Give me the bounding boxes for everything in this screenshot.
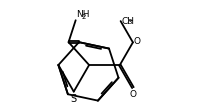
Text: S: S [71, 94, 77, 104]
Text: CH: CH [121, 17, 134, 26]
Text: 3: 3 [127, 19, 132, 25]
Text: 2: 2 [82, 14, 86, 20]
Text: NH: NH [76, 10, 90, 19]
Text: O: O [134, 37, 140, 46]
Text: O: O [129, 90, 136, 99]
